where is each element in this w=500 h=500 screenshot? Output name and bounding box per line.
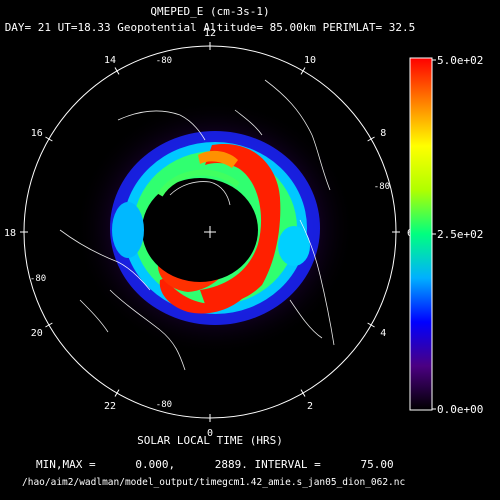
lt-label-10: 10: [304, 55, 316, 66]
lt-tick-8: [367, 136, 375, 142]
oval-red-dawn-arc: [200, 143, 281, 305]
pole-marker: [204, 226, 216, 238]
local-time-ticks: [20, 42, 400, 422]
lt-label-12: 12: [204, 28, 216, 39]
colorbar: 5.0e+02 2.5e+02 0.0e+00: [409, 54, 483, 416]
oval-red-night-arc: [159, 278, 250, 314]
lt-label-20: 20: [31, 328, 43, 339]
lt-label-8: 8: [380, 128, 386, 139]
oval-dusk-cyan-patch: [112, 202, 144, 258]
lt-tick-10: [300, 67, 306, 75]
x-axis-label: SOLAR LOCAL TIME (HRS): [137, 434, 283, 447]
file-path: /hao/aim2/wadlman/model_output/timegcm1.…: [22, 477, 406, 488]
lt-tick-20: [45, 322, 53, 328]
lt-tick-4: [367, 322, 375, 328]
lt-tick-16: [45, 136, 53, 142]
lt-label-18: 18: [4, 228, 16, 239]
lt-label-0: 0: [207, 428, 213, 439]
lt-tick-22: [114, 389, 120, 397]
lat-label-0: -80: [156, 56, 172, 66]
oval-dawn-cyan-patch: [278, 226, 310, 266]
coastlines: [59, 79, 335, 371]
oval-orange-edge: [198, 150, 238, 168]
lat-label-1: -80: [156, 400, 172, 410]
latitude-labels: -80 -80 -80 -80: [30, 56, 390, 410]
lt-tick-2: [300, 389, 306, 397]
lat-label-3: -80: [374, 182, 390, 192]
polar-cap: [142, 178, 258, 282]
plot-title: QMEPED_E (cm-3s-1): [150, 5, 270, 18]
plot-subtitle: DAY= 21 UT=18.33 Geopotential Altitude= …: [4, 21, 416, 34]
aurora-oval: [59, 79, 355, 371]
lt-tick-14: [114, 67, 120, 75]
colorbar-label-min: 0.0e+00: [437, 403, 483, 416]
lt-label-16: 16: [31, 128, 43, 139]
polar-cap-green-rim: [157, 169, 240, 197]
min-max-readout: MIN,MAX = 0.000, 2889. INTERVAL = 75.00: [36, 458, 394, 471]
lt-label-2: 2: [307, 401, 313, 412]
lt-label-14: 14: [104, 55, 116, 66]
colorbar-ramp: [409, 57, 433, 411]
lt-label-4: 4: [380, 328, 386, 339]
colorbar-label-max: 5.0e+02: [437, 54, 483, 67]
lat-label-2: -80: [30, 274, 46, 284]
lt-label-22: 22: [104, 401, 116, 412]
colorbar-label-mid: 2.5e+02: [437, 228, 483, 241]
